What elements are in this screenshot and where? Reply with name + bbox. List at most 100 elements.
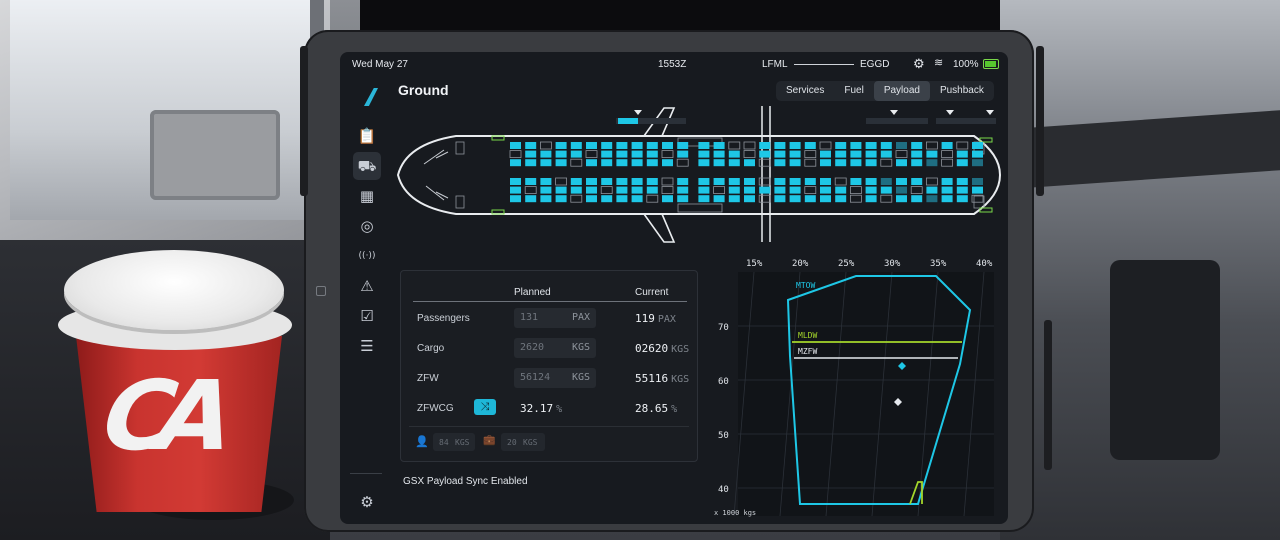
radio-icon[interactable]: ((·)) xyxy=(358,251,376,261)
seat[interactable] xyxy=(510,142,521,149)
seat[interactable] xyxy=(586,142,597,149)
seat[interactable] xyxy=(631,159,643,167)
seat[interactable] xyxy=(972,142,983,149)
seat[interactable] xyxy=(601,159,613,167)
seat[interactable] xyxy=(616,186,628,194)
seat[interactable] xyxy=(895,150,908,158)
seat[interactable] xyxy=(646,150,658,158)
seat[interactable] xyxy=(661,186,674,194)
seat[interactable] xyxy=(661,177,674,186)
seat[interactable] xyxy=(835,186,847,194)
seat[interactable] xyxy=(865,186,877,194)
seat[interactable] xyxy=(601,195,613,203)
seat[interactable] xyxy=(601,150,613,158)
tab-services[interactable]: Services xyxy=(786,85,825,96)
seat[interactable] xyxy=(616,195,628,203)
pax-weight-input[interactable]: 84 KGS xyxy=(433,433,475,451)
bag-weight-input[interactable]: 20 KGS xyxy=(501,433,545,451)
seat[interactable] xyxy=(570,178,582,185)
seat[interactable] xyxy=(789,159,801,167)
seat[interactable] xyxy=(926,177,938,186)
seat[interactable] xyxy=(820,186,831,194)
seat[interactable] xyxy=(525,142,537,149)
seat[interactable] xyxy=(570,158,583,167)
truck-icon[interactable]: ⛟ xyxy=(353,152,381,180)
seat[interactable] xyxy=(956,141,969,150)
seat[interactable] xyxy=(698,142,710,149)
seat[interactable] xyxy=(744,159,755,167)
seat[interactable] xyxy=(646,194,659,203)
seat[interactable] xyxy=(774,178,786,185)
seat[interactable] xyxy=(911,142,923,149)
seat[interactable] xyxy=(941,186,953,194)
seat[interactable] xyxy=(926,186,938,194)
seat[interactable] xyxy=(631,195,643,203)
seat[interactable] xyxy=(616,159,628,167)
seat[interactable] xyxy=(676,158,689,167)
seat[interactable] xyxy=(789,150,801,158)
tab-pushback[interactable]: Pushback xyxy=(939,85,984,96)
seat[interactable] xyxy=(728,186,740,194)
seat[interactable] xyxy=(820,178,831,185)
seat[interactable] xyxy=(774,195,786,203)
seat[interactable] xyxy=(631,178,643,185)
seat[interactable] xyxy=(896,159,907,167)
seat[interactable] xyxy=(662,159,673,167)
seat[interactable] xyxy=(525,178,537,185)
seat[interactable] xyxy=(972,186,983,194)
gear-icon[interactable]: ⚙ xyxy=(913,56,925,71)
seat[interactable] xyxy=(698,150,710,158)
seat[interactable] xyxy=(850,142,862,149)
seat[interactable] xyxy=(744,186,755,194)
seat[interactable] xyxy=(804,142,816,149)
seat[interactable] xyxy=(600,186,613,194)
seat[interactable] xyxy=(713,150,725,158)
seat[interactable] xyxy=(865,142,877,149)
seat[interactable] xyxy=(525,150,537,158)
seat[interactable] xyxy=(601,142,613,149)
seat[interactable] xyxy=(510,195,521,203)
seat[interactable] xyxy=(525,159,537,167)
seat[interactable] xyxy=(971,194,984,203)
checklist-icon[interactable]: ☑ xyxy=(360,307,374,325)
seat[interactable] xyxy=(728,150,740,158)
compass-icon[interactable]: ◎ xyxy=(360,217,374,235)
seat[interactable] xyxy=(728,178,740,185)
seat[interactable] xyxy=(698,159,710,167)
seat[interactable] xyxy=(758,158,771,167)
seat[interactable] xyxy=(941,150,953,158)
seat[interactable] xyxy=(524,186,537,194)
seat[interactable] xyxy=(570,142,582,149)
seat[interactable] xyxy=(758,177,771,186)
clipboard-icon[interactable]: 📋 xyxy=(357,127,377,145)
seat[interactable] xyxy=(926,195,938,203)
seat[interactable] xyxy=(698,186,710,194)
seat[interactable] xyxy=(540,178,552,185)
seat[interactable] xyxy=(820,150,831,158)
seat[interactable] xyxy=(941,195,953,203)
seat[interactable] xyxy=(911,178,923,185)
seat[interactable] xyxy=(834,177,847,186)
seat[interactable] xyxy=(896,195,907,203)
seat[interactable] xyxy=(510,178,521,185)
seat[interactable] xyxy=(540,159,552,167)
seat[interactable] xyxy=(865,150,877,158)
seat[interactable] xyxy=(555,150,567,158)
seat[interactable] xyxy=(972,178,983,185)
seat[interactable] xyxy=(540,186,552,194)
seat[interactable] xyxy=(616,142,628,149)
seat[interactable] xyxy=(586,178,597,185)
seat[interactable] xyxy=(850,178,862,185)
seat[interactable] xyxy=(804,195,816,203)
seat[interactable] xyxy=(540,150,552,158)
seat[interactable] xyxy=(677,150,689,158)
warning-icon[interactable]: ⚠ xyxy=(360,277,374,295)
seat[interactable] xyxy=(743,150,756,158)
settings-icon[interactable]: ⚙ xyxy=(360,493,374,511)
seat[interactable] xyxy=(956,178,968,185)
seat[interactable] xyxy=(509,150,522,158)
seat[interactable] xyxy=(713,159,725,167)
seat[interactable] xyxy=(849,194,862,203)
seat[interactable] xyxy=(835,159,847,167)
seat[interactable] xyxy=(743,141,756,150)
